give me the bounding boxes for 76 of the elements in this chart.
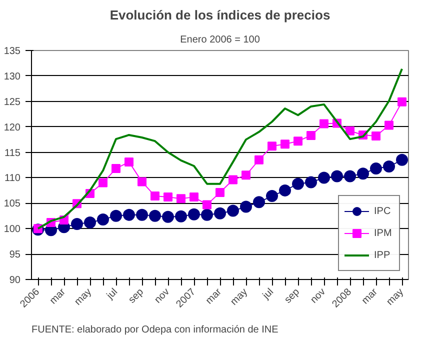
- y-tick-label: 110: [4, 173, 21, 184]
- y-tick-label: 135: [4, 46, 21, 57]
- x-tick-label: sep: [126, 286, 146, 306]
- point: [84, 216, 96, 228]
- point: [188, 208, 200, 220]
- x-tick-label: mar: [48, 286, 68, 307]
- point: [227, 204, 239, 217]
- x-tick-label: may: [228, 286, 250, 308]
- point: [97, 213, 109, 226]
- point: [396, 154, 408, 166]
- point: [175, 210, 187, 222]
- point: [176, 194, 186, 204]
- chart-title: Evolución de los índices de precios: [110, 8, 330, 22]
- point: [344, 170, 356, 182]
- point: [306, 130, 316, 140]
- point: [318, 172, 330, 184]
- point: [253, 196, 265, 208]
- point: [292, 178, 304, 190]
- point: [190, 192, 198, 202]
- point: [266, 190, 278, 202]
- y-tick-label: 115: [4, 148, 21, 159]
- point: [398, 97, 406, 106]
- chart-subtitle: Enero 2006 = 100: [180, 34, 260, 46]
- point: [138, 177, 146, 186]
- y-tick-label: 100: [4, 224, 21, 236]
- point: [228, 175, 238, 184]
- point: [150, 192, 160, 201]
- point: [280, 140, 290, 149]
- point: [136, 208, 148, 221]
- point: [149, 210, 161, 222]
- point: [279, 184, 291, 196]
- x-tick-label: jul: [104, 286, 120, 302]
- point: [123, 208, 135, 221]
- x-tick-label: may: [384, 286, 406, 308]
- source-note: FUENTE: elaborado por Odepa con información de INE: [32, 324, 279, 336]
- x-tick-label: sep: [282, 286, 302, 306]
- x-tick-label: mar: [360, 286, 380, 307]
- point: [357, 168, 369, 180]
- y-tick-label: 130: [4, 71, 21, 82]
- point: [164, 192, 172, 202]
- point: [71, 218, 83, 230]
- y-tick-label: 120: [4, 122, 21, 134]
- point: [242, 170, 250, 180]
- point: [124, 157, 134, 166]
- point: [98, 178, 108, 188]
- point: [372, 131, 380, 140]
- y-tick-label: 95: [9, 250, 21, 261]
- legend-label: IPP: [374, 250, 392, 260]
- point: [112, 164, 120, 174]
- x-tick-label: nov: [308, 286, 328, 306]
- x-tick-label: mar: [204, 286, 224, 307]
- point: [254, 155, 264, 164]
- point: [240, 200, 252, 213]
- y-tick-label: 90: [9, 275, 21, 286]
- point: [294, 136, 302, 146]
- x-tick-label: may: [72, 286, 94, 308]
- point: [268, 142, 276, 151]
- point: [202, 200, 212, 210]
- legend-label: IPM: [374, 228, 393, 238]
- point: [201, 208, 213, 221]
- x-tick-label: jul: [260, 286, 276, 302]
- point: [110, 210, 122, 222]
- point: [305, 176, 317, 188]
- point: [384, 120, 394, 130]
- point: [383, 160, 395, 173]
- y-tick-label: 105: [4, 198, 21, 210]
- point: [320, 119, 328, 128]
- point: [214, 207, 226, 220]
- point: [162, 210, 174, 223]
- y-tick-label: 125: [4, 96, 21, 108]
- point: [346, 126, 354, 136]
- point: [370, 162, 382, 175]
- x-tick-label: nov: [152, 286, 172, 306]
- point: [331, 170, 343, 182]
- point: [216, 188, 224, 197]
- legend-label: IPC: [374, 206, 392, 216]
